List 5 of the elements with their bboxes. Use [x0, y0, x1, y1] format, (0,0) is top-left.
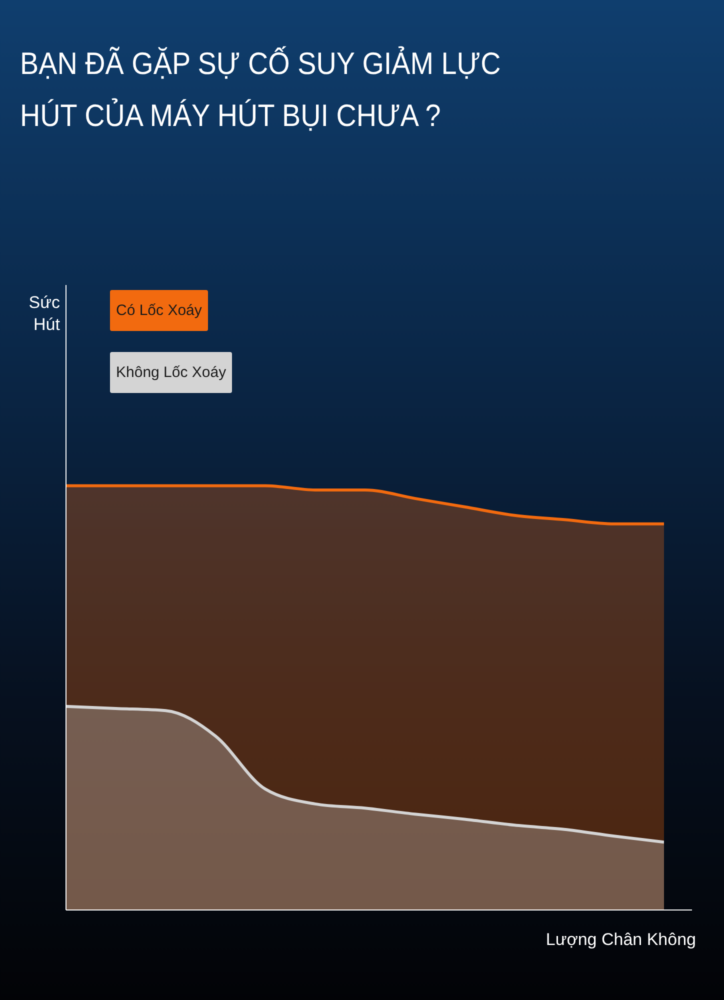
text: Không Lốc Xoáy	[110, 352, 232, 393]
text: Sức Hút	[28, 292, 60, 336]
chart-title: BẠN ĐÃ GẶP SỰ CỐ SUY GIẢM LỰC HÚT CỦA MÁY HÚT BỤI CHƯA ?	[20, 45, 502, 135]
text: Có Lốc Xoáy	[110, 290, 208, 331]
x-axis-title: Lượng Chân Không	[546, 930, 696, 950]
